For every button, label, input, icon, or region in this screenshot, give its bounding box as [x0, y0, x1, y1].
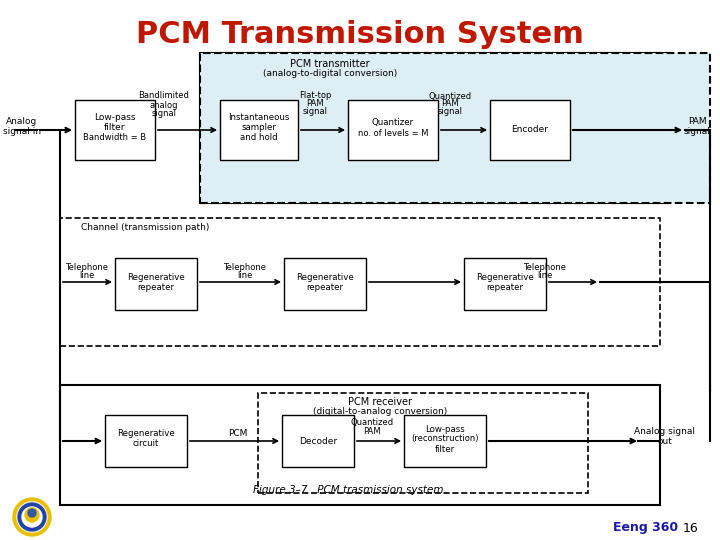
Text: Quantizer: Quantizer	[372, 118, 414, 127]
Text: repeater: repeater	[307, 282, 343, 292]
Bar	[348, 100, 438, 160]
Text: sampler: sampler	[242, 124, 276, 132]
Bar	[490, 100, 570, 160]
Text: PCM transmitter: PCM transmitter	[290, 59, 370, 69]
Circle shape	[18, 503, 46, 531]
Text: signal: signal	[683, 126, 711, 136]
Text: Decoder: Decoder	[299, 436, 337, 446]
Text: repeater: repeater	[487, 282, 523, 292]
Text: PCM Transmission System: PCM Transmission System	[136, 20, 584, 49]
Bar	[220, 100, 298, 160]
Text: PCM receiver: PCM receiver	[348, 397, 412, 407]
Text: PAM: PAM	[441, 99, 459, 109]
Text: Eeng 360: Eeng 360	[613, 522, 678, 535]
Text: Quantized: Quantized	[428, 91, 472, 100]
Bar	[200, 53, 670, 203]
Bar	[75, 100, 155, 160]
Bar	[115, 258, 197, 310]
Text: PAM: PAM	[363, 427, 381, 435]
Text: Analog signal: Analog signal	[634, 428, 696, 436]
Text: line: line	[238, 272, 253, 280]
Text: out: out	[657, 437, 672, 447]
Text: signal: signal	[302, 107, 328, 117]
Bar	[105, 415, 187, 467]
Text: line: line	[537, 272, 553, 280]
Text: signal: signal	[151, 110, 176, 118]
Bar	[200, 53, 710, 203]
Circle shape	[25, 508, 39, 522]
Text: Telephone: Telephone	[523, 262, 567, 272]
Text: Regenerative: Regenerative	[117, 429, 175, 438]
Circle shape	[13, 498, 51, 536]
Text: (analog-to-digital conversion): (analog-to-digital conversion)	[263, 70, 397, 78]
Text: Flat-top: Flat-top	[299, 91, 331, 100]
Text: Figure 3–7   PCM trasmission system.: Figure 3–7 PCM trasmission system.	[253, 485, 447, 495]
Bar	[60, 218, 660, 346]
Text: Telephone: Telephone	[223, 262, 266, 272]
Text: 16: 16	[683, 522, 698, 535]
Bar	[464, 258, 546, 310]
Text: Regenerative: Regenerative	[127, 273, 185, 281]
Text: Bandwidth = B: Bandwidth = B	[84, 133, 147, 143]
Bar	[60, 385, 660, 505]
Circle shape	[17, 502, 47, 532]
Text: Bandlimited: Bandlimited	[138, 91, 189, 100]
Text: signal in: signal in	[3, 127, 41, 137]
Text: Instantaneous: Instantaneous	[228, 113, 289, 123]
Bar	[258, 393, 588, 493]
Text: Telephone: Telephone	[66, 262, 109, 272]
Text: Quantized: Quantized	[351, 417, 394, 427]
Text: PAM: PAM	[688, 118, 706, 126]
Text: signal: signal	[438, 107, 462, 117]
Text: circuit: circuit	[132, 440, 159, 449]
Text: Analog: Analog	[6, 118, 37, 126]
Circle shape	[28, 509, 36, 517]
Text: Channel (transmission path): Channel (transmission path)	[81, 222, 210, 232]
Text: Low-pass: Low-pass	[94, 113, 136, 123]
Text: PCM: PCM	[228, 429, 248, 438]
Text: Regenerative: Regenerative	[476, 273, 534, 281]
Text: filter: filter	[435, 444, 455, 454]
Circle shape	[22, 507, 42, 527]
Text: analog: analog	[150, 100, 179, 110]
Bar	[282, 415, 354, 467]
Text: Encoder: Encoder	[511, 125, 549, 134]
Text: PAM: PAM	[306, 99, 324, 109]
Text: line: line	[79, 272, 95, 280]
Bar	[284, 258, 366, 310]
Bar	[404, 415, 486, 467]
Text: no. of levels = M: no. of levels = M	[358, 130, 428, 138]
Text: filter: filter	[104, 124, 126, 132]
Text: and hold: and hold	[240, 133, 278, 143]
Text: (digital-to-analog conversion): (digital-to-analog conversion)	[313, 408, 447, 416]
Text: (reconstruction): (reconstruction)	[411, 435, 479, 443]
Text: repeater: repeater	[138, 282, 174, 292]
Text: Regenerative: Regenerative	[296, 273, 354, 281]
Text: Low-pass: Low-pass	[425, 424, 465, 434]
